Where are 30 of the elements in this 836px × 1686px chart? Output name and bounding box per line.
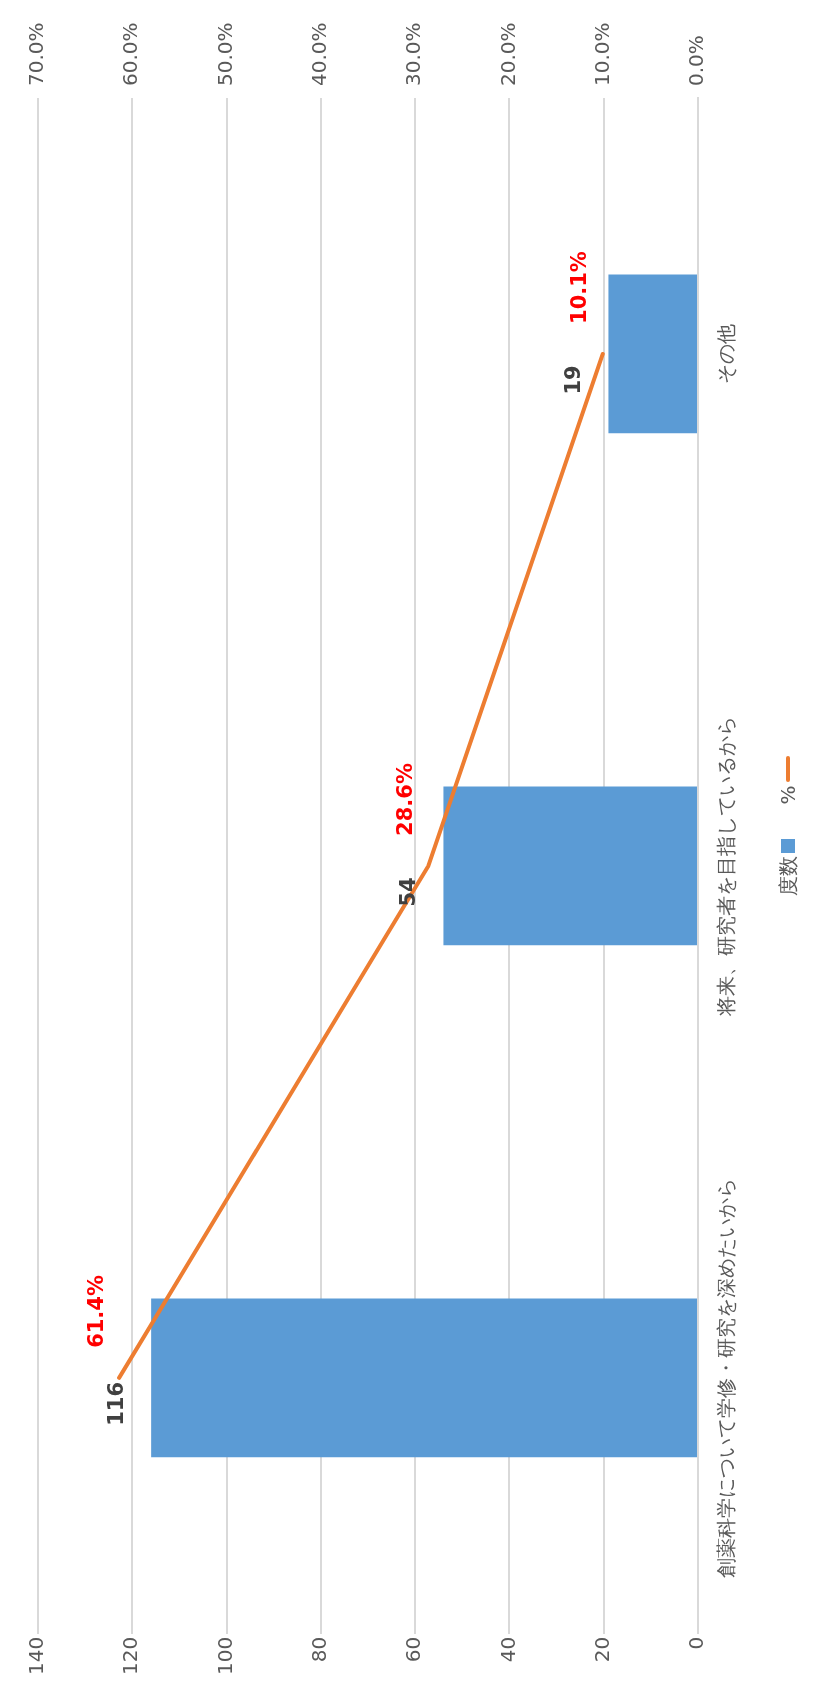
data-label: 116 xyxy=(103,1381,128,1426)
x2-tick-label: 40.0% xyxy=(307,22,332,86)
x-tick-label: 100 xyxy=(212,1636,237,1676)
bar xyxy=(151,1298,697,1458)
x-tick-label: 120 xyxy=(118,1636,143,1676)
x-tick-label: 140 xyxy=(24,1636,49,1676)
legend-label: 度数 xyxy=(774,855,801,896)
x-tick-label: 80 xyxy=(307,1636,332,1663)
data-label: 19 xyxy=(560,365,585,395)
y-tick-label: 将来、研究者を目指しているから xyxy=(714,715,739,1017)
x2-tick-label: 50.0% xyxy=(212,22,237,86)
x-tick-label: 60 xyxy=(401,1636,426,1663)
y-tick-label: その他 xyxy=(714,323,739,384)
x2-tick-label: 20.0% xyxy=(495,22,520,86)
data-label: 61.4% xyxy=(83,1275,108,1348)
x2-tick-label: 60.0% xyxy=(118,22,143,86)
y-tick-label: 創薬科学について学修・研究を深めたいから xyxy=(714,1177,739,1578)
x-tick-label: 0 xyxy=(684,1636,709,1650)
x2-tick-label: 10.0% xyxy=(589,22,614,86)
bar xyxy=(443,786,697,946)
x2-tick-label: 0.0% xyxy=(684,35,709,86)
data-label: 28.6% xyxy=(392,763,417,836)
x-tick-label: 20 xyxy=(589,1636,614,1663)
data-label: 10.1% xyxy=(567,251,592,324)
x2-tick-label: 70.0% xyxy=(24,22,49,86)
data-label: 54 xyxy=(395,877,420,907)
x2-tick-label: 30.0% xyxy=(401,22,426,86)
bar xyxy=(608,274,697,434)
legend-label: % xyxy=(776,785,800,805)
x-tick-label: 40 xyxy=(495,1636,520,1663)
